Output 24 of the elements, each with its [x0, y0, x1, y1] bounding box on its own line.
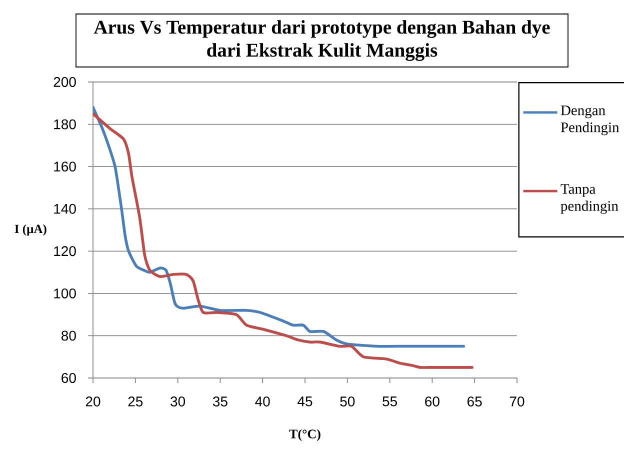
x-tick-label: 45	[298, 396, 312, 406]
x-tick-label: 40	[255, 396, 270, 406]
x-tick-label: 60	[425, 396, 440, 406]
y-tick-label: 100	[54, 288, 76, 298]
x-tick-label: 35	[212, 396, 228, 406]
legend-label: Tanpa pendingin	[560, 184, 618, 214]
x-tick-label: 20	[86, 396, 100, 406]
x-tick-label: 50	[340, 396, 355, 406]
chart-title: Arus Vs Temperatur dari prototype dengan Bahan dye dari Ekstrak Kulit Manggis	[94, 20, 550, 61]
x-tick-label: 25	[128, 396, 143, 406]
x-tick-label: 65	[468, 396, 482, 406]
legend-label: Dengan Pendingin	[560, 106, 620, 136]
x-tick-label: 30	[170, 396, 186, 406]
y-tick-label: 200	[54, 77, 76, 87]
y-tick-label: 80	[62, 330, 76, 341]
y-tick-label: 140	[54, 204, 76, 214]
x-tick-label: 70	[510, 396, 524, 406]
y-axis-title: I (µA)	[14, 224, 46, 236]
y-tick-label: 160	[54, 162, 76, 172]
y-tick-label: 180	[54, 119, 76, 130]
y-tick-label: 60	[62, 373, 76, 383]
x-tick-label: 55	[382, 396, 397, 406]
x-axis-title: T(°C)	[289, 429, 320, 442]
y-tick-label: 120	[54, 246, 76, 256]
